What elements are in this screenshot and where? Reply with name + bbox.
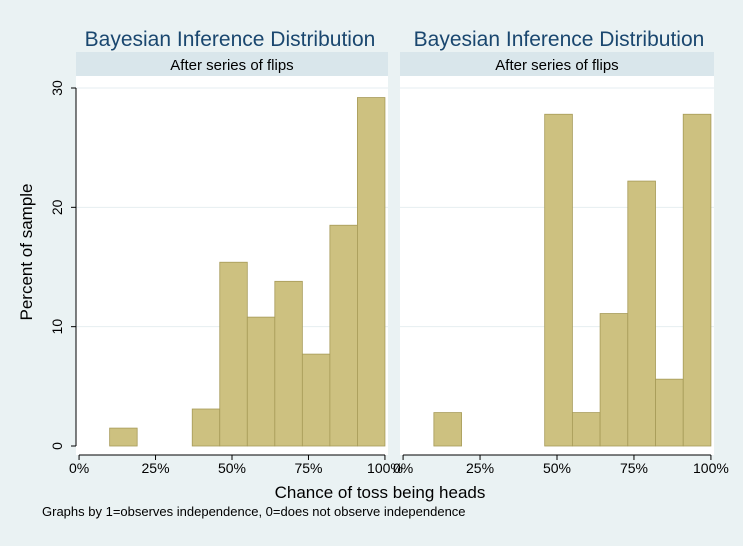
histogram-bar — [599, 313, 629, 447]
histogram-bar — [655, 378, 684, 447]
x-tick-label: 75% — [294, 460, 322, 476]
y-axis-label: Percent of sample — [17, 183, 36, 320]
x-tick-label: 50% — [543, 460, 571, 476]
histogram-bar — [571, 412, 601, 447]
panel-title: Bayesian Inference Distribution — [414, 28, 705, 51]
panel-strip — [76, 52, 388, 76]
histogram-bar — [274, 280, 303, 447]
panel-left: Bayesian Inference Distribution After ser… — [49, 28, 403, 476]
x-tick-label: 0% — [69, 460, 89, 476]
panel-subtitle: After series of flips — [170, 57, 293, 74]
histogram-bar — [357, 97, 386, 447]
y-tick-label: 20 — [49, 199, 65, 215]
x-tick-label: 25% — [142, 460, 170, 476]
x-tick-label: 0% — [393, 460, 413, 476]
x-tick-label: 100% — [693, 460, 729, 476]
histogram-bar — [544, 113, 573, 447]
panel-right: Bayesian Inference Distribution After ser… — [393, 28, 729, 476]
histogram-bar — [246, 316, 276, 447]
y-tick-label: 30 — [49, 80, 65, 96]
histogram-bar — [682, 113, 712, 447]
panel-subtitle: After series of flips — [495, 57, 618, 74]
histogram-bar — [433, 412, 462, 447]
histogram-bar — [109, 427, 138, 447]
x-tick-label: 75% — [620, 460, 648, 476]
x-tick-label: 100% — [367, 460, 403, 476]
histogram-bar — [627, 180, 656, 447]
histogram-bar — [301, 353, 331, 447]
x-tick-label: 25% — [466, 460, 494, 476]
y-tick-label: 10 — [49, 319, 65, 335]
x-axis-label: Chance of toss being heads — [275, 483, 486, 502]
histogram-bar — [329, 224, 358, 447]
y-tick-label: 0 — [49, 442, 65, 450]
x-tick-label: 50% — [218, 460, 246, 476]
histogram-bar — [219, 261, 248, 447]
histogram-bar — [191, 408, 221, 447]
panel-strip — [400, 52, 714, 76]
panel-title: Bayesian Inference Distribution — [85, 28, 376, 51]
figure-note: Graphs by 1=observes independence, 0=doe… — [42, 504, 466, 519]
